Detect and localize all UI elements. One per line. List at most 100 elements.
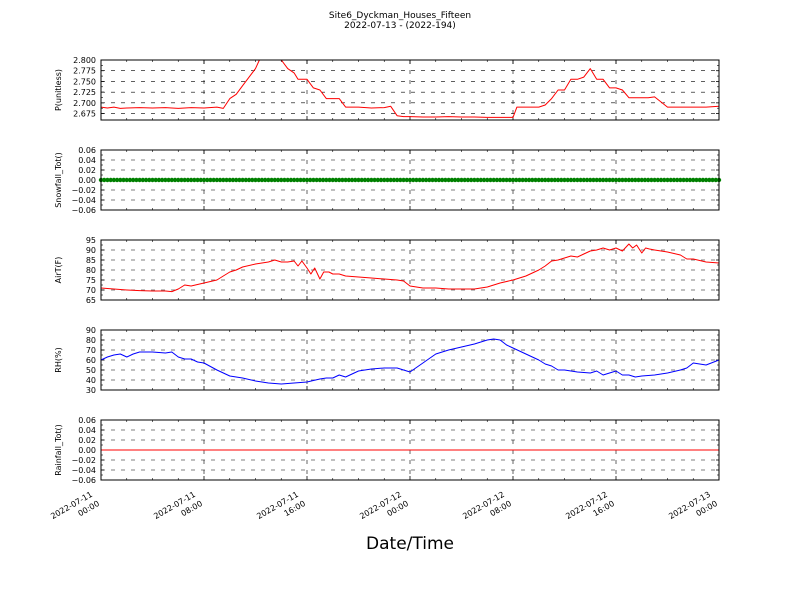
snowfall-data-point [317, 177, 323, 183]
snowfall-data-point [510, 177, 516, 183]
humidity-ytick-label: 90 [86, 326, 96, 335]
snowfall-data-point [388, 177, 393, 183]
pressure-ytick-label: 2.800 [73, 56, 96, 65]
snowfall-data-point [153, 177, 158, 183]
snowfall-data-point [710, 177, 715, 183]
snowfall-data-point [130, 177, 136, 183]
snowfall-data-point [523, 177, 529, 183]
snowfall-data-point [439, 177, 445, 183]
snowfall-data-point [108, 177, 113, 183]
snowfall-data-point [224, 177, 229, 183]
snowfall-data-point [449, 177, 455, 183]
snowfall-data-point [124, 177, 129, 183]
snowfall-data-point [597, 177, 603, 183]
snowfall-data-point [163, 177, 168, 183]
snowfall-data-point [282, 177, 287, 183]
snowfall-data-point [703, 177, 709, 183]
snowfall-data-point [691, 177, 696, 183]
snowfall-ytick-label: 0.04 [78, 156, 96, 165]
snowfall-data-point [662, 177, 667, 183]
snowfall-data-point [308, 177, 313, 183]
snowfall-ylabel: Snowfall_Tot() [54, 152, 63, 208]
snowfall-data-point [620, 177, 625, 183]
snowfall-data-point [301, 177, 306, 183]
snowfall-data-point [539, 177, 545, 183]
snowfall-data-point [507, 177, 512, 183]
snowfall-data-point [185, 177, 191, 183]
snowfall-data-point [372, 177, 377, 183]
snowfall-data-point [188, 177, 194, 183]
snowfall-data-point [571, 177, 577, 183]
snowfall-data-point [205, 177, 210, 183]
snowfall-data-point [514, 177, 519, 183]
snowfall-data-point [349, 177, 355, 183]
snowfall-data-point [478, 177, 484, 183]
snowfall-data-point [237, 177, 242, 183]
snowfall-axes-frame [100, 149, 720, 211]
snowfall-data-point [378, 177, 384, 183]
snowfall-data-point [233, 177, 239, 183]
snowfall-data-point [221, 177, 226, 183]
snowfall-data-point [246, 177, 252, 183]
snowfall-data-point [298, 177, 303, 183]
snowfall-data-point [288, 177, 294, 183]
snowfall-data-point [604, 177, 609, 183]
snowfall-data-point [404, 177, 409, 183]
snowfall-data-point [681, 177, 686, 183]
snowfall-data-point [105, 177, 110, 183]
snowfall-data-point [420, 177, 426, 183]
snowfall-data-point [475, 177, 480, 183]
snowfall-data-point [250, 177, 255, 183]
snowfall-data-point [227, 177, 232, 183]
rainfall-ytick-label: 0.06 [78, 416, 96, 425]
snowfall-data-point [456, 177, 461, 183]
snowfall-data-point [633, 177, 638, 183]
snowfall-data-point [575, 177, 580, 183]
snowfall-data-point [391, 177, 397, 183]
snowfall-data-point [671, 177, 677, 183]
airtemp-ytick-label: 95 [86, 236, 96, 245]
snowfall-data-point [314, 177, 319, 183]
airtemp-ytick-label: 80 [86, 266, 96, 275]
pressure-series-line [100, 59, 720, 118]
snowfall-data-point [713, 177, 718, 183]
snowfall-data-point [700, 177, 706, 183]
airtemp-ytick-label: 70 [86, 286, 96, 295]
snowfall-ytick-label: 0.06 [78, 146, 96, 155]
humidity-ylabel: RH(%) [54, 347, 63, 372]
pressure-ylabel: P(unitless) [54, 69, 63, 111]
snowfall-data-point [118, 177, 123, 183]
snowfall-data-point [147, 177, 152, 183]
snowfall-data-point [179, 177, 184, 183]
chart-title: Site6_Dyckman_Houses_Fifteen [328, 11, 472, 21]
snowfall-data-point [562, 177, 567, 183]
humidity-series-line [100, 338, 720, 385]
pressure-ytick-label: 2.675 [73, 110, 96, 119]
rainfall-ytick-label: 0.04 [78, 426, 96, 435]
snowfall-data-point [382, 177, 387, 183]
snowfall-data-point [137, 177, 142, 183]
snowfall-data-point [468, 177, 474, 183]
snowfall-data-point [642, 177, 648, 183]
snowfall-data-point [594, 177, 599, 183]
snowfall-data-point [192, 177, 197, 183]
snowfall-data-point [610, 177, 615, 183]
airtemp-axes-frame [100, 239, 720, 301]
snowfall-data-point [394, 177, 400, 183]
snowfall-data-point [295, 177, 300, 183]
humidity-ytick-label: 50 [86, 366, 96, 375]
snowfall-data-point [600, 177, 606, 183]
snowfall-data-point [639, 177, 644, 183]
humidity-ytick-label: 40 [86, 376, 96, 385]
snowfall-data-point [407, 177, 413, 183]
snowfall-data-point [694, 177, 699, 183]
snowfall-data-point [262, 177, 268, 183]
rainfall-ytick-label: −0.04 [71, 466, 96, 475]
snowfall-data-point [629, 177, 635, 183]
snowfall-data-point [414, 177, 419, 183]
snowfall-data-point [375, 177, 381, 183]
snowfall-data-point [446, 177, 451, 183]
snowfall-data-point [697, 177, 702, 183]
snowfall-data-point [555, 177, 561, 183]
